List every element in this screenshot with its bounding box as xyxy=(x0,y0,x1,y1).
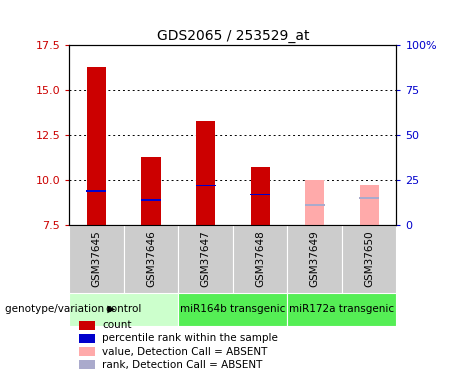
Text: miR172a transgenic: miR172a transgenic xyxy=(290,304,395,314)
Bar xyxy=(69,225,124,292)
Bar xyxy=(79,334,95,343)
Text: percentile rank within the sample: percentile rank within the sample xyxy=(102,333,278,344)
Bar xyxy=(141,199,161,201)
Bar xyxy=(250,194,270,195)
Text: control: control xyxy=(106,304,142,314)
Bar xyxy=(195,184,216,186)
Bar xyxy=(305,204,325,206)
Bar xyxy=(142,157,160,225)
Text: count: count xyxy=(102,320,131,330)
Text: rank, Detection Call = ABSENT: rank, Detection Call = ABSENT xyxy=(102,360,262,370)
Bar xyxy=(124,225,178,292)
Bar xyxy=(359,197,379,199)
Bar xyxy=(342,225,396,292)
Bar xyxy=(196,121,215,225)
Text: genotype/variation ▶: genotype/variation ▶ xyxy=(5,304,115,314)
Title: GDS2065 / 253529_at: GDS2065 / 253529_at xyxy=(157,28,309,43)
Bar xyxy=(178,292,287,326)
Bar xyxy=(287,225,342,292)
Bar xyxy=(305,180,324,225)
Bar xyxy=(233,225,287,292)
Bar xyxy=(79,347,95,356)
Text: GSM37648: GSM37648 xyxy=(255,230,265,287)
Bar xyxy=(79,360,95,369)
Text: GSM37649: GSM37649 xyxy=(310,230,319,287)
Bar xyxy=(178,225,233,292)
Bar xyxy=(250,167,270,225)
Text: GSM37645: GSM37645 xyxy=(91,230,101,287)
Bar xyxy=(79,321,95,330)
Text: GSM37650: GSM37650 xyxy=(364,230,374,287)
Text: value, Detection Call = ABSENT: value, Detection Call = ABSENT xyxy=(102,346,267,357)
Bar xyxy=(360,185,379,225)
Bar xyxy=(69,292,178,326)
Bar xyxy=(87,67,106,225)
Text: GSM37646: GSM37646 xyxy=(146,230,156,287)
Bar xyxy=(287,292,396,326)
Text: miR164b transgenic: miR164b transgenic xyxy=(180,304,285,314)
Bar xyxy=(86,190,106,192)
Text: GSM37647: GSM37647 xyxy=(201,230,211,287)
